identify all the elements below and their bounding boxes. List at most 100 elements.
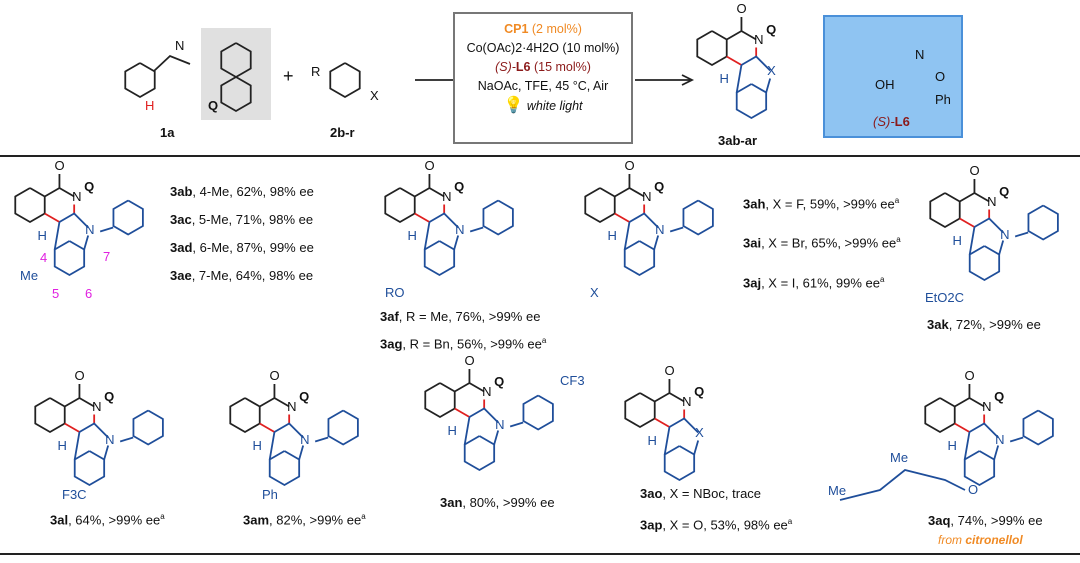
footnote: a [541,336,547,345]
ro-substituent: RO [385,285,405,300]
result: , 7-Me, 64%, 98% ee [191,268,314,283]
compound-id: 3aj [743,274,762,290]
lactam-bond [259,396,290,408]
n-aryl-bond [669,226,684,233]
result: , 64%, >99% ee [68,512,161,528]
pyrimidine-ring [112,199,144,236]
ligand-box-label: L6 [894,114,910,129]
benzo-ring [229,397,261,434]
note-prefix: from [938,533,966,547]
indoline-n: N [1000,226,1010,242]
q-group: Q [766,21,777,37]
result: , R = Bn, 56%, >99% ee [402,336,542,352]
n-aryl-bond [119,436,134,443]
new-cc-bond [614,212,630,223]
n-aryl-bond [1009,436,1024,443]
indoline-bond [428,212,459,229]
indoline-benzo-ring [73,450,106,487]
new-cc-bond [414,212,430,223]
stereo-h: H [647,433,657,448]
entry-3ah: 3ah, X = F, 59%, >99% eea [743,183,901,222]
arrowhead [681,74,695,86]
cf3-substituent: CF3 [560,373,585,388]
ligand-oh: OH [875,77,895,92]
n-aryl-bond [509,421,524,428]
pyrimidine-ring [1027,204,1059,241]
footnote: a [787,517,793,526]
indoline-bond [693,440,700,455]
cobalt-salt: Co(OAc)2·4H2O (10 mol%) [466,41,620,55]
carbonyl-o: O [424,158,435,173]
entry-3ac: 3ac, 5-Me, 71%, 98% ee [170,206,314,234]
f3c-substituent: F3C [62,487,87,502]
indoline-benzo-ring [968,245,1001,282]
indoline-bond [103,445,110,460]
indoline-n: N [85,221,95,237]
new-cc-bond [64,422,80,433]
q-group: Q [694,383,705,399]
new-cc-bond [954,422,970,433]
footnote: a [160,512,165,521]
stereo-h: H [947,438,957,453]
conditions-box: CP1 (2 mol%) Co(OAc)2·4H2O (10 mol%) (S)… [453,12,633,144]
compound-id: 3ag [380,336,403,352]
indoline-benzo-ring [735,83,768,120]
q-group: Q [494,373,505,389]
entry-3ak: 3ak, 72%, >99% ee [927,317,1041,332]
entry-3ag: 3ag, R = Bn, 56%, >99% eea [380,329,546,356]
catalyst-amount: (2 mol%) [531,22,582,36]
pyrimidine-ring [522,394,554,431]
stereo-h: H [952,233,962,248]
compound-id: 3af [380,309,399,324]
entry-3aq: 3aq, 74%, >99% ee [928,513,1043,528]
benzo-ring [14,187,46,224]
benzo-ring [384,187,416,224]
footnote: a [361,512,366,521]
carbonyl-o: O [74,368,85,383]
stereo-h: H [37,228,47,243]
result: , X = NBoc, trace [662,486,762,501]
reactant-1a-label: 1a [160,125,175,140]
reactant-h-label: H [145,98,155,113]
entry-3am: 3am, 82%, >99% eea [243,512,366,527]
citronellyl-chain [839,469,966,501]
indoline-bond [463,416,471,445]
pyrimidine-ring [482,199,514,236]
indoline-bond [663,426,671,455]
indoline-n: N [995,431,1005,447]
benzo-ring [34,397,66,434]
q-group: Q [454,178,465,194]
me-label-1: Me [828,483,847,498]
indoline-bond [765,78,772,93]
entry-3ae: 3ae, 7-Me, 64%, 98% ee [170,262,314,290]
lactam-bond [654,391,685,403]
ligand-amount: (15 mol%) [533,60,591,74]
amide-n: N [982,398,992,414]
pyrimidine-ring [327,409,359,446]
result: , R = Me, 76%, >99% ee [398,309,541,324]
ether-o: O [968,482,979,497]
indoline-bond [493,430,500,445]
new-cc-bond [44,212,60,223]
compound-id: 3aq [928,513,951,528]
divider-top [0,155,1080,157]
indoline-bond [298,445,305,460]
reactant2-x: X [370,88,379,103]
catalyst: CP1 [504,22,529,36]
n-aryl-bond [1014,231,1029,238]
compound-id: 3ak [927,317,949,332]
pyrimidine-ring [1022,409,1054,446]
lactam-bond [614,186,645,198]
note-source: citronellol [965,533,1023,547]
carbonyl-o: O [54,158,65,173]
q-group: Q [299,388,310,404]
heteroatom-x: X [767,62,776,78]
reactant-n-label: N [175,38,185,53]
entry-3al: 3al, 64%, >99% eea [50,512,165,527]
ligand: L6 [515,60,531,74]
indoline-benzo-ring [53,240,86,277]
amide-n: N [442,188,452,204]
indoline-benzo-ring [623,240,656,277]
